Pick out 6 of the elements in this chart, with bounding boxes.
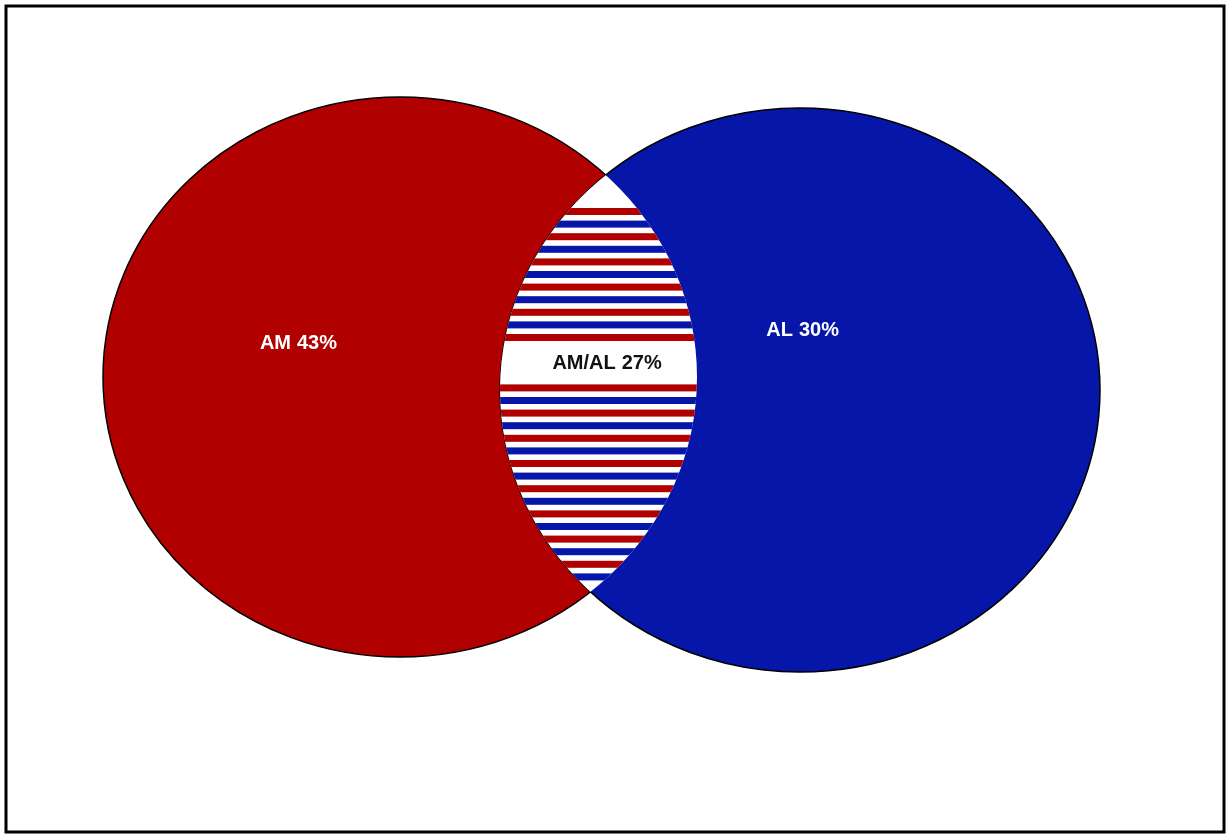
category-label: AM/AL xyxy=(552,351,616,374)
category-label: AL xyxy=(766,318,793,341)
data-label: 30% xyxy=(799,318,840,341)
category-label: AM xyxy=(259,331,291,354)
data-label: 43% xyxy=(297,331,338,354)
data-label: 27% xyxy=(621,351,662,374)
